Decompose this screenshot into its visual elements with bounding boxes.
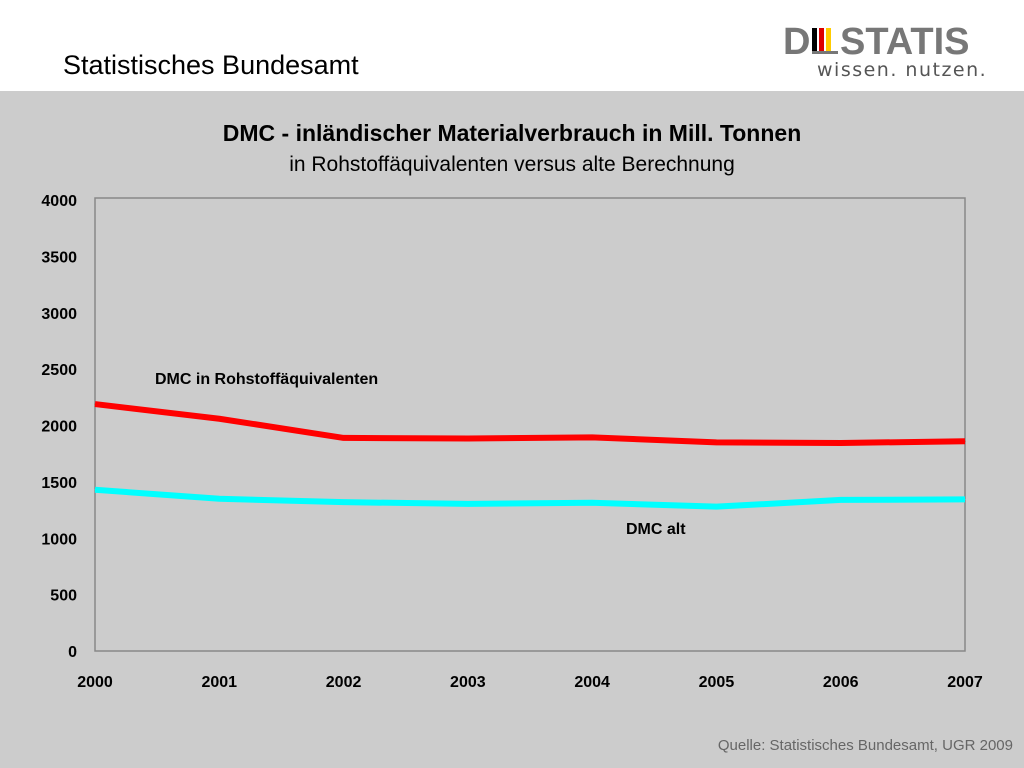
plot-area xyxy=(94,197,966,652)
data-point xyxy=(343,501,345,503)
y-tick-label: 1500 xyxy=(41,475,77,492)
y-tick-label: 2000 xyxy=(41,419,77,436)
y-tick-label: 1000 xyxy=(41,531,77,548)
series-line-1 xyxy=(94,486,966,510)
series-label: DMC alt xyxy=(626,521,686,538)
x-tick-label: 2007 xyxy=(947,674,983,691)
logo-wordmark: STATIS xyxy=(840,21,969,63)
data-point xyxy=(343,437,345,439)
data-point xyxy=(467,437,469,439)
logo-letter-d: D xyxy=(783,21,810,63)
x-tick-label: 2005 xyxy=(699,674,735,691)
series-label: DMC in Rohstoffäquivalenten xyxy=(155,371,378,388)
data-point xyxy=(715,441,717,443)
x-tick-label: 2000 xyxy=(77,674,113,691)
logo-tagline: wissen. nutzen. xyxy=(817,59,988,81)
y-tick-label: 3500 xyxy=(41,249,77,266)
destatis-logo: D STATIS xyxy=(783,21,969,63)
data-point xyxy=(964,440,966,442)
data-point xyxy=(94,403,96,405)
logo-flag-gold xyxy=(826,28,831,54)
x-tick-label: 2006 xyxy=(823,674,859,691)
logo-underline xyxy=(812,51,838,54)
series-line-0 xyxy=(94,401,966,446)
logo-flag-black xyxy=(812,28,817,54)
data-point xyxy=(591,502,593,504)
source-note: Quelle: Statistisches Bundesamt, UGR 200… xyxy=(717,737,1013,754)
slide-header: Statistisches Bundesamt D STATIS wissen.… xyxy=(0,0,1024,91)
data-point xyxy=(964,498,966,500)
x-tick-label: 2001 xyxy=(201,674,237,691)
org-title: Statistisches Bundesamt xyxy=(63,50,359,80)
y-tick-label: 2500 xyxy=(41,362,77,379)
data-point xyxy=(218,418,220,420)
data-point xyxy=(591,436,593,438)
data-point xyxy=(840,442,842,444)
logo-flag-red xyxy=(819,28,824,54)
y-tick-label: 3000 xyxy=(41,306,77,323)
x-tick-label: 2002 xyxy=(326,674,362,691)
x-tick-label: 2004 xyxy=(574,674,610,691)
data-point xyxy=(94,489,96,491)
data-point xyxy=(840,499,842,501)
y-tick-label: 0 xyxy=(68,644,77,661)
y-tick-label: 500 xyxy=(50,588,77,605)
data-point xyxy=(715,506,717,508)
chart-title: DMC - inländischer Materialverbrauch in … xyxy=(222,120,802,146)
chart-subtitle: in Rohstoffäquivalenten versus alte Bere… xyxy=(289,153,735,176)
data-point xyxy=(218,498,220,500)
y-tick-label: 4000 xyxy=(41,193,77,210)
data-point xyxy=(467,503,469,505)
x-tick-label: 2003 xyxy=(450,674,486,691)
